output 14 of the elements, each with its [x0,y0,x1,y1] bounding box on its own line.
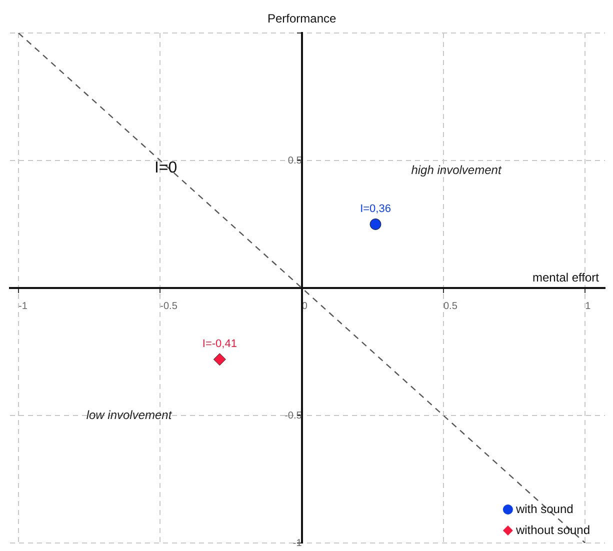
annotation: high involvement [411,163,502,178]
x-tick-label: 1 [585,300,592,312]
y-axis-title: Performance [267,11,337,26]
x-tick-label: -0.5 [160,300,178,312]
annotation: I=0 [154,160,178,177]
x-axis-title: mental effort [532,270,600,284]
annotation: I=-0,41 [202,338,237,350]
legend-label: with sound [514,502,574,516]
legend-label: without sound [514,522,590,537]
x-tick-label: -1 [18,300,28,312]
x-tick-label: 0.5 [444,300,458,312]
annotation: low involvement [86,408,172,422]
annotation: I=0,36 [360,202,391,215]
y-tick-label: -1 [292,538,302,549]
